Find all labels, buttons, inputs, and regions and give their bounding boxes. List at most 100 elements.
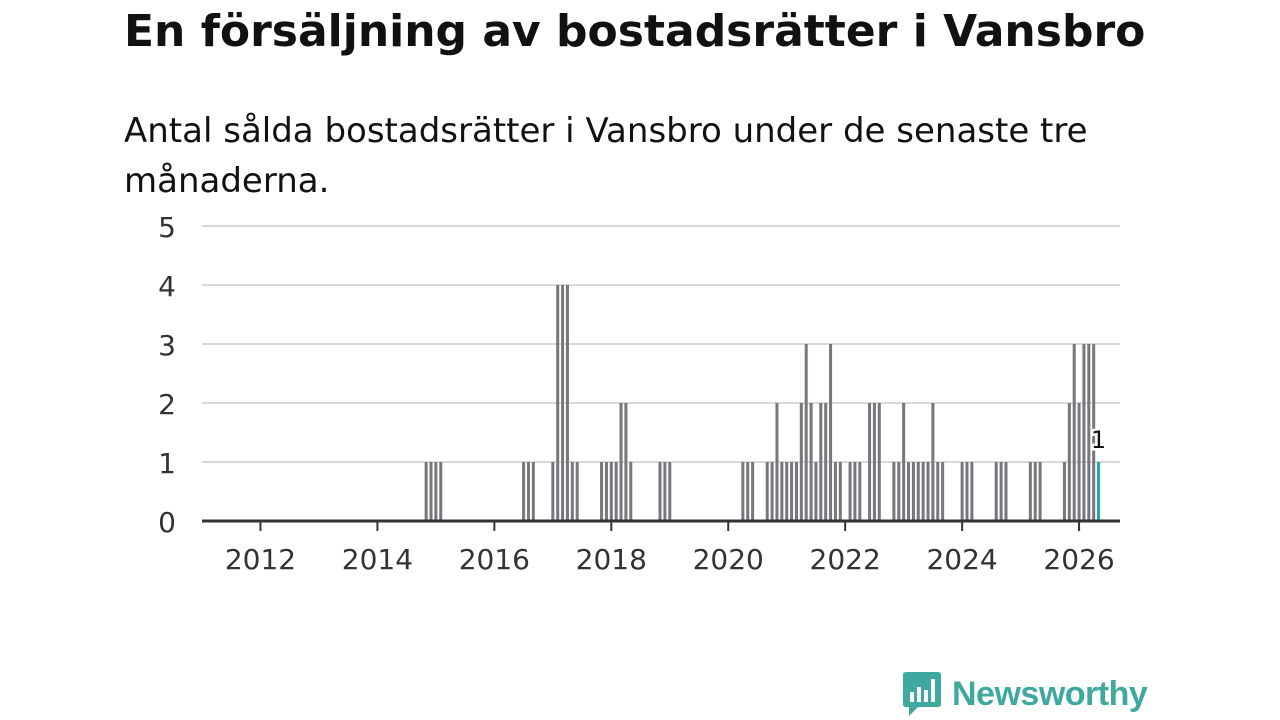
bar bbox=[439, 462, 443, 521]
bar bbox=[1072, 344, 1076, 521]
data-labels: 1 bbox=[1088, 424, 1108, 457]
bar bbox=[897, 462, 901, 521]
bar bbox=[741, 462, 745, 521]
y-tick-label: 3 bbox=[158, 329, 176, 362]
bar bbox=[994, 462, 998, 521]
x-tick-label: 2020 bbox=[693, 543, 764, 576]
bar bbox=[926, 462, 930, 521]
bar bbox=[907, 462, 911, 521]
bar bbox=[561, 285, 565, 521]
x-tick-label: 2012 bbox=[225, 543, 296, 576]
bar bbox=[609, 462, 613, 521]
x-tick-label: 2026 bbox=[1043, 543, 1114, 576]
x-tick-label: 2014 bbox=[342, 543, 413, 576]
bar bbox=[551, 462, 555, 521]
bar bbox=[668, 462, 672, 521]
bar bbox=[565, 285, 569, 521]
bar bbox=[960, 462, 964, 521]
y-axis-ticks: 0 1 2 3 4 5 bbox=[158, 211, 176, 539]
bar bbox=[663, 462, 667, 521]
bar bbox=[770, 462, 774, 521]
bar bbox=[824, 403, 828, 521]
bar bbox=[614, 462, 618, 521]
bar bbox=[819, 403, 823, 521]
x-tick-label: 2024 bbox=[926, 543, 997, 576]
gridlines bbox=[202, 225, 1120, 463]
bar bbox=[619, 403, 623, 521]
bar bbox=[936, 462, 940, 521]
bar bbox=[1004, 462, 1008, 521]
bar bbox=[1067, 403, 1071, 521]
bar bbox=[429, 462, 433, 521]
bar bbox=[1033, 462, 1037, 521]
chart-title: En försäljning av bostadsrätter i Vansbr… bbox=[124, 6, 1146, 57]
highlight-value-label: 1 bbox=[1091, 426, 1106, 454]
bar bbox=[526, 462, 530, 521]
y-tick-label: 1 bbox=[158, 447, 176, 480]
bar bbox=[868, 403, 872, 521]
bar bbox=[746, 462, 750, 521]
bar bbox=[872, 403, 876, 521]
brand-logo: Newsworthy bbox=[902, 670, 1148, 718]
bar bbox=[829, 344, 833, 521]
bar bbox=[941, 462, 945, 521]
bar bbox=[877, 403, 881, 521]
bars bbox=[424, 285, 1101, 521]
bar bbox=[921, 462, 925, 521]
bar bbox=[814, 462, 818, 521]
bar bbox=[1038, 462, 1042, 521]
chart-subtitle: Antal sålda bostadsrätter i Vansbro unde… bbox=[124, 111, 1088, 201]
bar bbox=[965, 462, 969, 521]
bar bbox=[848, 462, 852, 521]
bar bbox=[916, 462, 920, 521]
brand-name: Newsworthy bbox=[952, 674, 1148, 713]
bar bbox=[902, 403, 906, 521]
bar bbox=[858, 462, 862, 521]
bar bbox=[1077, 403, 1081, 521]
bar bbox=[1028, 462, 1032, 521]
bar bbox=[1062, 462, 1066, 521]
y-tick-label: 4 bbox=[158, 270, 176, 303]
bar bbox=[970, 462, 974, 521]
bar bbox=[780, 462, 784, 521]
x-axis-ticks: 2012 2014 2016 2018 2020 2022 2024 2026 bbox=[225, 521, 1115, 576]
bar bbox=[434, 462, 438, 521]
bar bbox=[853, 462, 857, 521]
y-tick-label: 2 bbox=[158, 388, 176, 421]
y-tick-label: 0 bbox=[158, 506, 176, 539]
bar bbox=[1087, 344, 1091, 521]
bar bbox=[931, 403, 935, 521]
bar bbox=[424, 462, 428, 521]
bar bbox=[658, 462, 662, 521]
x-tick-label: 2022 bbox=[810, 543, 881, 576]
bar bbox=[751, 462, 755, 521]
bar bbox=[838, 462, 842, 521]
bar bbox=[794, 462, 798, 521]
highlight-bar bbox=[1097, 462, 1101, 521]
bar bbox=[531, 462, 535, 521]
bar bbox=[1092, 344, 1096, 521]
bar bbox=[999, 462, 1003, 521]
newsworthy-logo-icon bbox=[903, 672, 941, 716]
bar bbox=[570, 462, 574, 521]
bar bbox=[809, 403, 813, 521]
bar bbox=[1082, 344, 1086, 521]
bar bbox=[799, 403, 803, 521]
bar bbox=[804, 344, 808, 521]
bar bbox=[833, 462, 837, 521]
bar bbox=[575, 462, 579, 521]
bar bbox=[892, 462, 896, 521]
bar bbox=[785, 462, 789, 521]
bar bbox=[600, 462, 604, 521]
bar bbox=[790, 462, 794, 521]
x-tick-label: 2016 bbox=[459, 543, 530, 576]
bar bbox=[629, 462, 633, 521]
bar bbox=[775, 403, 779, 521]
bar bbox=[765, 462, 769, 521]
bar bbox=[604, 462, 608, 521]
x-tick-label: 2018 bbox=[576, 543, 647, 576]
bar bbox=[522, 462, 526, 521]
bar bbox=[624, 403, 628, 521]
bar bbox=[911, 462, 915, 521]
